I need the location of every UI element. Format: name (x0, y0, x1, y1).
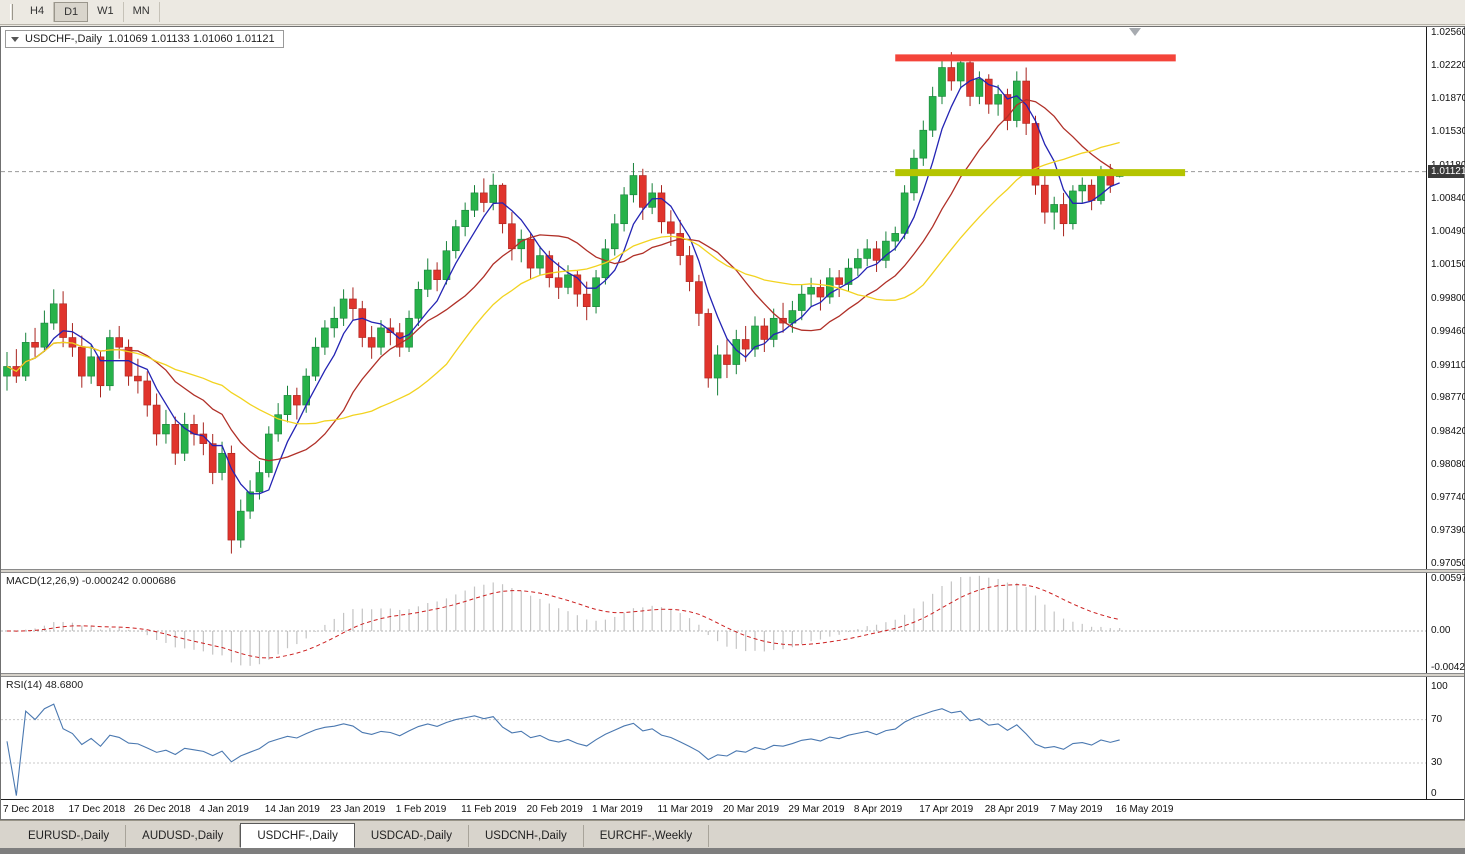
date-axis-label: 29 Mar 2019 (788, 804, 845, 815)
date-axis-label: 4 Jan 2019 (199, 804, 249, 815)
rsi-axis-label: 70 (1431, 713, 1443, 725)
price-chart[interactable] (1, 27, 1427, 569)
price-axis-label: 1.01870 (1431, 93, 1465, 105)
date-axis[interactable]: 7 Dec 2018 17 Dec 2018 26 Dec 2018 4 Jan 20… (1, 799, 1464, 819)
price-axis-label: 1.00150 (1431, 259, 1465, 271)
price-axis-label: 1.02220 (1431, 59, 1465, 71)
price-axis[interactable]: 1.025601.022201.018701.015301.011801.008… (1428, 26, 1465, 570)
price-axis-label: 0.98770 (1431, 392, 1465, 404)
price-axis-label: 0.97050 (1431, 558, 1465, 570)
price-axis-label: 1.00840 (1431, 192, 1465, 204)
date-axis-label: 28 Apr 2019 (984, 804, 1039, 815)
date-axis-label: 7 May 2019 (1050, 804, 1103, 815)
rsi-chart-canvas[interactable] (1, 677, 1426, 799)
timeframe-button-h4[interactable]: H4 (21, 2, 55, 22)
price-axis-label: 0.99110 (1431, 359, 1465, 371)
tab-usdchf-daily[interactable]: USDCHF-,Daily (240, 823, 355, 848)
tab-usdcnh-daily[interactable]: USDCNH-,Daily (469, 825, 584, 847)
date-axis-label: 11 Feb 2019 (461, 804, 517, 815)
rsi-axis-label: 100 (1431, 681, 1448, 692)
macd-axis-label: 0.00 (1431, 624, 1451, 636)
price-axis-label: 1.02560 (1431, 26, 1465, 38)
date-axis-label: 23 Jan 2019 (330, 804, 386, 815)
date-axis-label: 17 Apr 2019 (919, 804, 974, 815)
price-axis-label: 0.97390 (1431, 525, 1465, 537)
date-axis-label: 16 May 2019 (1115, 804, 1174, 815)
date-axis-label: 26 Dec 2018 (133, 804, 191, 815)
date-axis-label: 11 Mar 2019 (657, 804, 713, 815)
chart-symbol-label: USDCHF-,Daily 1.01069 1.01133 1.01060 1.… (5, 30, 284, 48)
rsi-label: RSI(14) 48.6800 (6, 679, 84, 691)
current-price-badge: 1.01121 (1428, 164, 1465, 178)
tab-eurchf-weekly[interactable]: EURCHF-,Weekly (584, 825, 710, 847)
date-axis-label: 1 Mar 2019 (592, 804, 643, 815)
macd-axis-label: -0.004243 (1431, 662, 1465, 673)
price-axis-label: 0.97740 (1431, 491, 1465, 503)
symbol-name: USDCHF-,Daily (25, 33, 102, 45)
macd-chart-canvas[interactable] (1, 573, 1426, 673)
chart-arrow-marker (1129, 28, 1141, 36)
price-axis-label: 1.00490 (1431, 226, 1465, 238)
tab-eurusd-daily[interactable]: EURUSD-,Daily (12, 825, 127, 847)
rsi-panel: RSI(14) 48.6800 100 70 30 0 (1, 677, 1464, 799)
date-axis-label: 17 Dec 2018 (68, 804, 126, 815)
timeframe-toolbar: H4 D1 W1 MN (0, 0, 1465, 25)
timeframe-button-w1[interactable]: W1 (88, 2, 124, 22)
macd-label: MACD(12,26,9) -0.000242 0.000686 (6, 575, 176, 587)
rsi-axis-label: 0 (1431, 788, 1437, 799)
rsi-chart[interactable] (1, 677, 1427, 799)
tab-audusd-daily[interactable]: AUDUSD-,Daily (126, 825, 241, 847)
timeframe-button-mn[interactable]: MN (124, 2, 160, 22)
panel-divider[interactable] (1, 673, 1464, 677)
panel-divider[interactable] (1, 569, 1464, 573)
tab-usdcad-daily[interactable]: USDCAD-,Daily (355, 825, 469, 847)
price-axis-label: 1.01530 (1431, 126, 1465, 138)
price-axis-label: 0.98420 (1431, 426, 1465, 438)
timeframe-button-d1[interactable]: D1 (54, 2, 89, 22)
ohlc-values: 1.01069 1.01133 1.01060 1.01121 (108, 33, 275, 45)
price-chart-canvas[interactable] (1, 27, 1426, 569)
toolbar-grip[interactable] (10, 4, 13, 20)
macd-chart[interactable] (1, 573, 1427, 673)
one-click-arrow-icon[interactable] (11, 36, 19, 42)
rsi-axis[interactable]: 100 70 30 0 (1428, 677, 1464, 799)
date-axis-label: 20 Feb 2019 (526, 804, 583, 815)
price-panel: USDCHF-,Daily 1.01069 1.01133 1.01060 1.… (1, 26, 1465, 570)
price-axis-label: 0.98080 (1431, 458, 1465, 470)
price-axis-label: 0.99800 (1431, 292, 1465, 304)
date-axis-label: 7 Dec 2018 (3, 804, 55, 815)
date-axis-label: 1 Feb 2019 (395, 804, 447, 815)
date-axis-label: 20 Mar 2019 (722, 804, 780, 815)
rsi-axis-label: 30 (1431, 757, 1443, 769)
macd-panel: MACD(12,26,9) -0.000242 0.000686 0.00597… (1, 573, 1465, 673)
timeframe-buttons: H4 D1 W1 MN (21, 2, 160, 22)
date-axis-label: 14 Jan 2019 (264, 804, 320, 815)
chart-tabbar: EURUSD-,Daily AUDUSD-,Daily USDCHF-,Daily U… (0, 820, 1465, 848)
date-axis-label: 8 Apr 2019 (853, 804, 903, 815)
macd-axis-label: 0.00597 (1431, 573, 1465, 584)
price-axis-label: 0.99460 (1431, 325, 1465, 337)
window-bottom-strip (0, 848, 1465, 854)
chart-window: USDCHF-,Daily 1.01069 1.01133 1.01060 1.… (0, 26, 1465, 820)
macd-axis[interactable]: 0.00597 0.00 -0.004243 (1428, 573, 1465, 673)
